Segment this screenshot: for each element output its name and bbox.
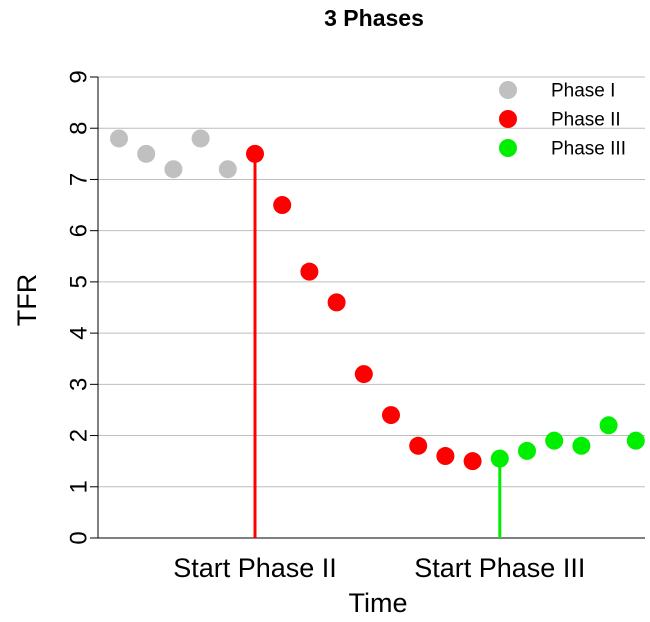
chart-title: 3 Phases (324, 5, 424, 31)
legend-marker-3 (499, 139, 517, 157)
y-tick-label-1: 1 (66, 480, 93, 493)
point-series3-6 (626, 431, 645, 450)
x-axis-tick-labels: Start Phase II Start Phase III (173, 553, 585, 583)
axes (97, 77, 645, 539)
y-tick-label-0: 0 (66, 531, 93, 544)
legend-marker-1 (499, 81, 517, 99)
point-series2-6 (382, 406, 400, 425)
data-points (110, 129, 645, 471)
point-series1-1 (110, 129, 128, 148)
point-series2-4 (327, 293, 346, 312)
point-series1-4 (191, 129, 210, 148)
legend-marker-2 (499, 110, 517, 128)
point-series2-2 (273, 196, 292, 215)
phase-start-lines (253, 153, 502, 538)
y-tick-label-4: 4 (66, 326, 93, 339)
y-tick-label-6: 6 (66, 224, 93, 237)
legend-label-3: Phase III (551, 139, 626, 160)
legend: Phase I Phase II Phase III (499, 81, 626, 160)
point-series2-3 (300, 262, 319, 281)
gridlines (98, 76, 645, 488)
y-tick-label-7: 7 (66, 173, 93, 186)
point-series1-3 (164, 160, 183, 179)
x-axis-title: Time (349, 588, 408, 618)
point-series3-5 (599, 416, 618, 435)
y-axis-title: TFR (12, 274, 42, 326)
y-tick-label-2: 2 (66, 429, 93, 442)
point-series1-5 (218, 160, 237, 179)
legend-label-2: Phase II (551, 110, 621, 131)
point-series2-7 (409, 436, 428, 455)
point-series3-2 (518, 441, 536, 460)
point-series2-9 (463, 452, 482, 471)
legend-label-1: Phase I (551, 81, 615, 102)
point-series3-3 (545, 431, 564, 450)
point-series2-8 (436, 447, 455, 466)
point-series3-1 (490, 449, 509, 468)
point-series2-1 (246, 144, 264, 163)
y-axis-ticks: 0 1 2 3 4 5 6 7 8 9 (66, 70, 98, 545)
y-tick-label-8: 8 (66, 122, 93, 135)
point-series1-2 (137, 144, 156, 163)
y-tick-label-3: 3 (66, 378, 93, 391)
x-tick-label-2: Start Phase III (414, 553, 585, 583)
point-series2-5 (354, 365, 373, 384)
x-tick-label-1: Start Phase II (173, 553, 337, 583)
y-tick-label-9: 9 (66, 70, 93, 83)
y-tick-label-5: 5 (66, 275, 93, 288)
point-series3-4 (572, 436, 591, 455)
